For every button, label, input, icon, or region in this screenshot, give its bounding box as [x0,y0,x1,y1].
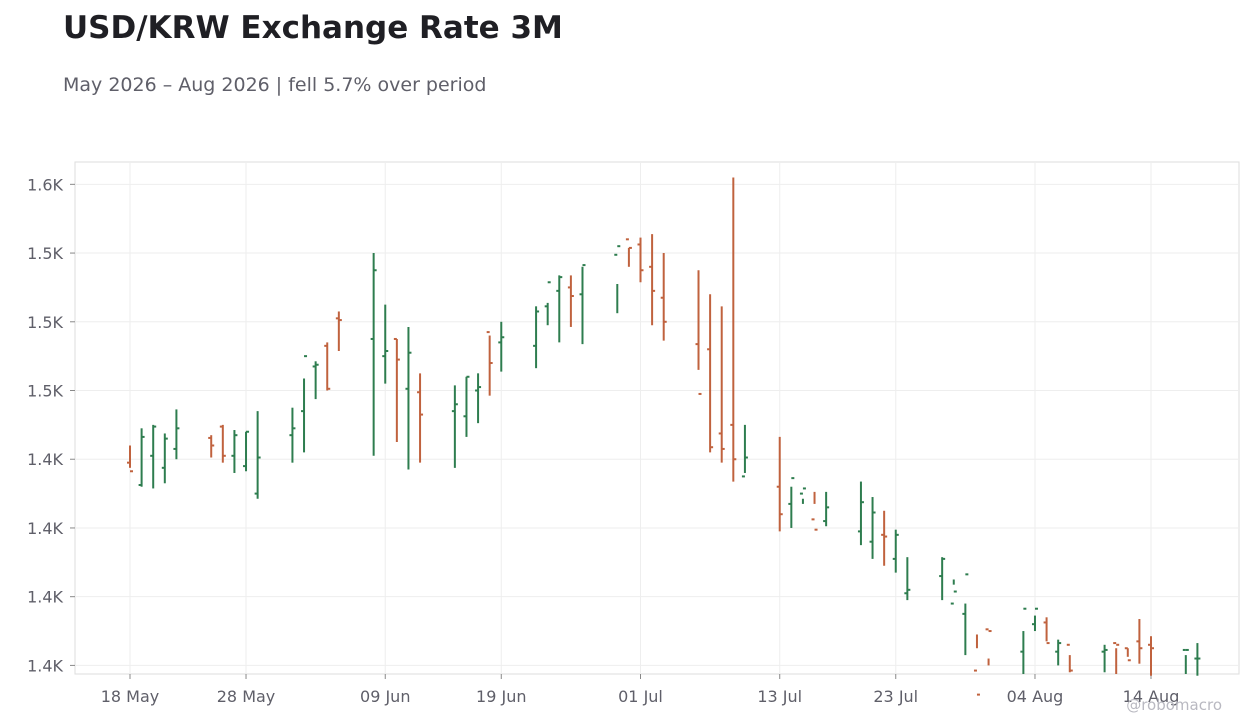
ohlc-bar [556,275,563,343]
y-tick-label: 1.5K [27,313,63,332]
ohlc-bar [1101,644,1108,673]
ohlc-bar [289,407,296,463]
ohlc-bar [660,253,667,341]
ohlc-bar [370,253,377,456]
ohlc-bar [1031,607,1038,632]
y-tick-label: 1.6K [27,175,63,194]
ohlc-bar [625,238,632,267]
x-tick-label: 14 Aug [1123,687,1180,706]
ohlc-bar [1124,647,1131,662]
ohlc-bar [254,411,261,499]
ohlc-bar [417,373,424,463]
x-tick-label: 01 Jul [618,687,663,706]
ohlc-bar [579,264,586,345]
ohlc-bar [405,326,412,470]
ohlc-bar [637,237,644,283]
y-tick-label: 1.4K [27,588,63,607]
y-axis: 1.4K 1.4K 1.4K 1.4K 1.5K 1.5K 1.5K 1.6K [27,175,75,675]
ohlc-bar [544,281,551,326]
ohlc-bar [707,294,714,453]
ohlc-bar [776,436,783,532]
ohlc-bar [208,435,215,458]
ohlc-bar [614,245,621,314]
x-tick-label: 19 Jun [476,687,526,706]
ohlc-bar [335,311,342,351]
ohlc-bar [811,491,818,531]
ohlc-bar [127,445,133,473]
grid-lines [75,162,1239,674]
ohlc-bar [892,529,899,573]
ohlc-bar [486,331,493,396]
y-tick-label: 1.5K [27,244,63,263]
chart-subtitle: May 2026 – Aug 2026 | fell 5.7% over per… [63,74,487,96]
x-tick-label: 28 May [217,687,276,706]
ohlc-bar [463,375,470,437]
ohlc-bar [1194,643,1201,676]
ohlc-bar [973,634,980,696]
ohlc-bar [1113,642,1120,674]
x-tick-label: 09 Jun [360,687,410,706]
y-tick-label: 1.4K [27,656,63,675]
ohlc-bar [173,409,180,460]
x-tick-label: 13 Jul [757,687,802,706]
x-tick-label: 04 Aug [1007,687,1064,706]
ohlc-bar [823,491,830,527]
x-tick-label: 18 May [101,687,160,706]
ohlc-bars [127,177,1201,696]
ohlc-bar [869,497,876,559]
ohlc-bar [475,373,482,424]
ohlc-bar [718,306,725,463]
y-tick-label: 1.5K [27,382,63,401]
ohlc-bar [1055,639,1062,666]
ohlc-bar [498,321,505,372]
ohlc-bar [950,579,957,605]
ohlc-bar [985,628,992,666]
ohlc-bar [312,361,319,400]
ohlc-bar [1136,619,1143,664]
chart-title: USD/KRW Exchange Rate 3M [63,10,563,46]
ohlc-bar [1182,648,1189,674]
ohlc-bar [904,557,911,601]
ohlc-bar [324,342,331,391]
ohlc-bar [962,573,969,656]
ohlc-bar [219,424,226,463]
ohlc-bar [741,424,748,478]
ohlc-bar [799,487,806,504]
ohlc-bar [695,270,702,395]
x-tick-label: 23 Jul [873,687,918,706]
ohlc-bar [301,355,308,453]
ohlc-bar [881,510,888,566]
ohlc-bar [788,477,795,528]
ohlc-bar [567,275,574,327]
x-axis: 18 May 28 May 09 Jun 19 Jun 01 Jul 13 Jul 23 J… [101,674,1180,706]
ohlc-bar [138,428,145,487]
ohlc-bar [649,234,656,326]
plot-frame [74,161,1240,675]
ohlc-bar [1066,643,1073,673]
watermark: @robomacro [1126,696,1222,714]
y-tick-label: 1.4K [27,519,63,538]
ohlc-bar [1043,617,1050,645]
ohlc-bar [393,337,400,443]
ohlc-bar [150,424,157,489]
y-tick-label: 1.4K [27,450,63,469]
ohlc-bar [451,385,458,468]
ohlc-bar [161,433,168,484]
ohlc-bar [730,177,737,482]
ohlc-bar [382,304,389,384]
ohlc-bar [533,306,540,369]
ohlc-bar [939,557,946,601]
ohlc-bar [231,430,238,473]
ohlc-bar [243,430,250,472]
ohlc-bar [857,481,864,546]
ohlc-bar [1020,607,1027,674]
ohlc-bar [1148,636,1154,676]
